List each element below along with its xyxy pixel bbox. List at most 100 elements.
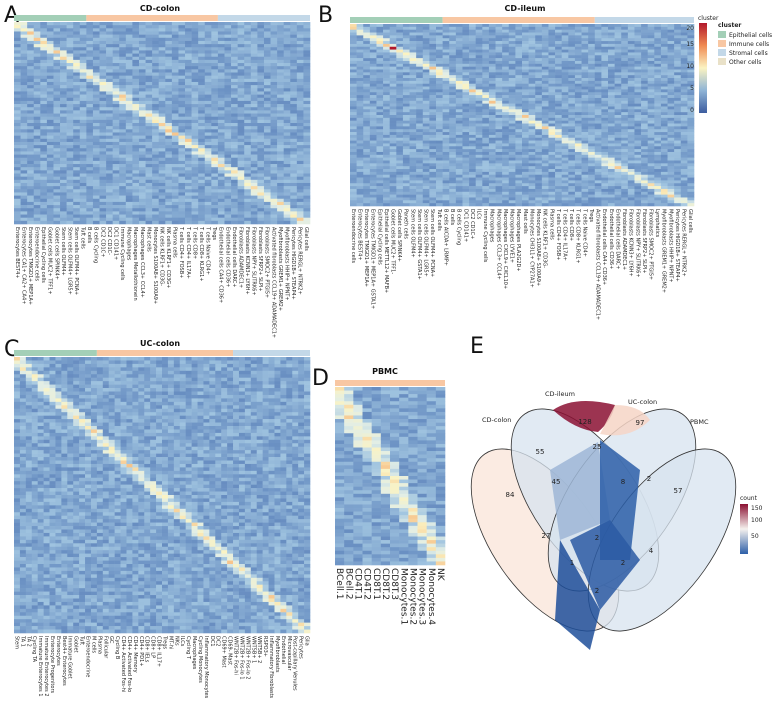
heatmap-cell xyxy=(73,154,81,159)
heatmap-cell xyxy=(211,47,219,51)
heatmap-cell xyxy=(296,167,304,171)
heatmap-cell xyxy=(73,129,81,133)
heatmap-cell xyxy=(92,129,100,133)
heatmap-cell xyxy=(350,100,357,104)
heatmap-cell xyxy=(502,109,510,113)
heatmap-cell xyxy=(680,38,688,42)
heatmap-cell xyxy=(409,89,417,93)
heatmap-cell xyxy=(436,35,443,39)
heatmap-cell xyxy=(654,75,662,79)
heatmap-cell xyxy=(568,109,576,113)
heatmap-cell xyxy=(66,138,74,143)
heatmap-cell xyxy=(528,49,536,53)
heatmap-cell xyxy=(92,44,100,48)
heatmap-cell xyxy=(409,26,417,30)
heatmap-cell xyxy=(634,100,642,104)
heatmap-cell xyxy=(204,205,212,209)
heatmap-cell xyxy=(561,83,569,87)
heatmap-cell xyxy=(250,22,258,26)
heatmap-cell xyxy=(20,66,28,70)
heatmap-cell xyxy=(363,109,371,113)
heatmap-cell xyxy=(171,34,179,39)
heatmap-cell xyxy=(277,179,284,184)
heatmap-cell xyxy=(283,145,291,149)
heatmap-cell xyxy=(296,88,304,92)
heatmap-cell xyxy=(568,41,576,45)
heatmap-cell xyxy=(152,217,160,222)
heatmap-cell xyxy=(66,50,74,54)
heatmap-cell xyxy=(158,25,166,29)
heatmap-cell xyxy=(145,198,153,203)
heatmap-cell xyxy=(535,134,543,139)
heatmap-cell xyxy=(654,72,662,76)
heatmap-cell xyxy=(92,195,100,200)
heatmap-cell xyxy=(528,134,536,139)
heatmap-cell xyxy=(185,214,192,218)
heatmap-cell xyxy=(608,95,615,99)
heatmap-cell xyxy=(112,94,120,99)
heatmap-cell xyxy=(277,157,284,162)
heatmap-cell xyxy=(53,66,61,70)
heatmap-cell xyxy=(204,50,212,54)
heatmap-cell xyxy=(73,141,81,146)
heatmap-cell xyxy=(106,97,113,102)
heatmap-cell xyxy=(502,100,510,104)
heatmap-cell xyxy=(416,43,424,48)
heatmap-cell xyxy=(574,92,582,96)
heatmap-cell xyxy=(165,217,173,222)
heatmap-cell xyxy=(165,154,173,159)
heatmap-cell xyxy=(73,208,81,212)
heatmap-cell xyxy=(296,164,304,168)
heatmap-cell xyxy=(667,123,675,127)
heatmap-cell xyxy=(257,186,265,190)
heatmap-cell xyxy=(462,97,470,102)
heatmap-cell xyxy=(198,135,206,140)
heatmap-cell xyxy=(27,91,35,95)
heatmap-cell xyxy=(555,109,562,113)
heatmap-cell xyxy=(376,103,384,107)
heatmap-cell xyxy=(92,164,100,168)
heatmap-cell xyxy=(614,66,622,70)
heatmap-cell xyxy=(396,78,404,82)
heatmap-cell xyxy=(165,214,173,218)
heatmap-cell xyxy=(237,113,245,117)
heatmap-cell xyxy=(429,43,437,48)
heatmap-cell xyxy=(263,138,271,143)
heatmap-cell xyxy=(634,29,642,33)
heatmap-cell xyxy=(46,31,54,35)
heatmap-cell xyxy=(383,132,390,136)
heatmap-cell xyxy=(522,117,529,121)
heatmap-cell xyxy=(634,86,642,90)
heatmap-cell xyxy=(581,26,589,30)
heatmap-cell xyxy=(482,123,490,127)
heatmap-cell xyxy=(92,91,100,95)
heatmap-cell xyxy=(581,52,589,56)
heatmap-cell xyxy=(191,88,199,92)
heatmap-cell xyxy=(641,46,648,50)
heatmap-cell xyxy=(152,214,160,218)
heatmap-cell xyxy=(263,97,271,102)
heatmap-cell xyxy=(522,75,529,79)
heatmap-cell xyxy=(541,109,549,113)
heatmap-cell xyxy=(574,46,582,50)
heatmap-cell xyxy=(112,56,120,61)
heatmap-cell xyxy=(231,164,238,168)
heatmap-cell xyxy=(171,31,179,35)
heatmap-cell xyxy=(86,94,94,99)
heatmap-cell xyxy=(508,32,516,36)
heatmap-cell xyxy=(290,201,298,206)
heatmap-cell xyxy=(40,129,48,133)
heatmap-cell xyxy=(198,192,206,196)
heatmap-cell xyxy=(495,112,503,116)
heatmap-cell xyxy=(621,83,629,87)
heatmap-cell xyxy=(409,92,417,96)
heatmap-cell xyxy=(482,69,490,73)
heatmap-cell xyxy=(568,100,576,104)
heatmap-cell xyxy=(680,80,688,85)
heatmap-cell xyxy=(92,81,100,86)
heatmap-cell xyxy=(165,72,173,76)
heatmap-cell xyxy=(601,66,609,70)
heatmap-cell xyxy=(614,103,622,107)
cluster-annotation-bar xyxy=(442,17,595,23)
heatmap-cell xyxy=(14,104,21,108)
